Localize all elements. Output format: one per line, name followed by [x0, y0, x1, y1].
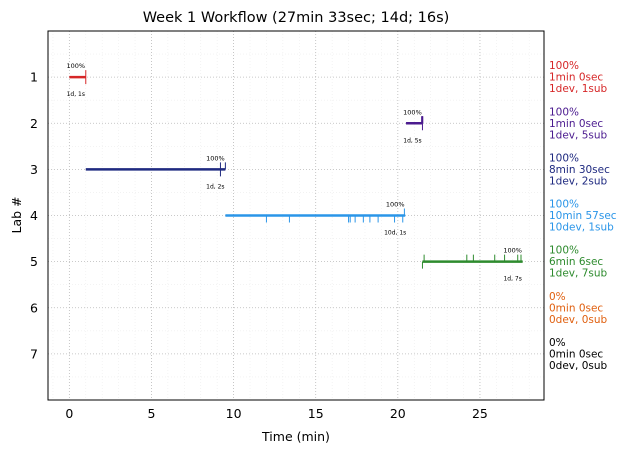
- completion-label: 100%: [206, 154, 225, 162]
- lab-3-summary-line: 1dev, 2sub: [549, 175, 608, 187]
- series-layer: 100% 1d, 1s 100% 1d, 5s 100% 1d, 2s 100% 10d, 1…: [66, 62, 523, 283]
- lab-5-summary-line: 100%: [549, 245, 579, 257]
- lab-5-summary-line: 1dev, 7sub: [549, 268, 608, 280]
- count-label: 1d, 5s: [403, 137, 421, 144]
- count-label: 10d, 1s: [384, 230, 406, 237]
- lab-7-summary-line: 0dev, 0sub: [549, 360, 608, 372]
- lab-2-series: 100% 1d, 5s: [403, 108, 424, 144]
- y-tick-label: 2: [30, 116, 38, 131]
- lab-1-summary-line: 100%: [549, 60, 579, 72]
- lab-2-summary-line: 100%: [549, 106, 579, 118]
- completion-label: 100%: [66, 62, 85, 70]
- completion-label: 100%: [503, 247, 522, 255]
- x-tick-label: 20: [390, 406, 406, 421]
- y-tick-label: 6: [30, 300, 38, 315]
- y-tick-label: 4: [30, 208, 38, 223]
- x-tick-label: 25: [472, 406, 488, 421]
- completion-label: 100%: [386, 201, 405, 209]
- count-label: 1d, 2s: [206, 183, 224, 190]
- x-axis: 0 5 10 15 20 25: [65, 406, 488, 421]
- y-tick-label: 3: [30, 162, 38, 177]
- lab-2-summary-line: 1dev, 5sub: [549, 129, 608, 141]
- chart-title: Week 1 Workflow (27min 33sec; 14d; 16s): [143, 10, 450, 26]
- lab-5-summary-line: 6min 6sec: [549, 256, 603, 268]
- x-tick-label: 0: [65, 406, 73, 421]
- lab-6-summary-line: 0min 0sec: [549, 302, 603, 314]
- lab-5-series: 100% 1d, 7s: [421, 247, 523, 283]
- lab-4-summary-line: 10min 57sec: [549, 210, 617, 222]
- x-tick-label: 5: [147, 406, 155, 421]
- lab-3-summary-line: 8min 30sec: [549, 164, 610, 176]
- lab-2-summary-line: 1min 0sec: [549, 118, 603, 130]
- y-tick-label: 1: [30, 70, 38, 85]
- lab-1-summary-line: 1dev, 1sub: [549, 83, 608, 95]
- lab-3-series: 100% 1d, 2s: [85, 154, 226, 190]
- x-axis-label: Time (min): [261, 429, 330, 444]
- completion-label: 100%: [403, 108, 422, 116]
- count-label: 1d, 7s: [503, 276, 521, 283]
- y-tick-label: 7: [30, 346, 38, 361]
- lab-6-summary-line: 0%: [549, 291, 566, 303]
- x-tick-label: 10: [226, 406, 242, 421]
- y-tick-label: 5: [30, 254, 38, 269]
- y-axis-label: Lab #: [9, 196, 24, 233]
- lab-1-summary-line: 1min 0sec: [549, 72, 603, 84]
- lab-6-summary-line: 0dev, 0sub: [549, 314, 608, 326]
- lab-4-summary-line: 10dev, 1sub: [549, 222, 614, 234]
- lab-7-summary-line: 0min 0sec: [549, 348, 603, 360]
- x-tick-label: 15: [308, 406, 324, 421]
- plot-frame: [47, 30, 545, 401]
- lab-7-summary-line: 0%: [549, 337, 566, 349]
- lab-4-summary-line: 100%: [549, 199, 579, 211]
- lab-1-series: 100% 1d, 1s: [66, 62, 87, 98]
- lab-3-summary-line: 100%: [549, 152, 579, 164]
- y-axis: 1 2 3 4 5 6 7: [30, 70, 38, 362]
- count-label: 1d, 1s: [67, 91, 85, 98]
- lab-4-series: 100% 10d, 1s: [225, 201, 406, 237]
